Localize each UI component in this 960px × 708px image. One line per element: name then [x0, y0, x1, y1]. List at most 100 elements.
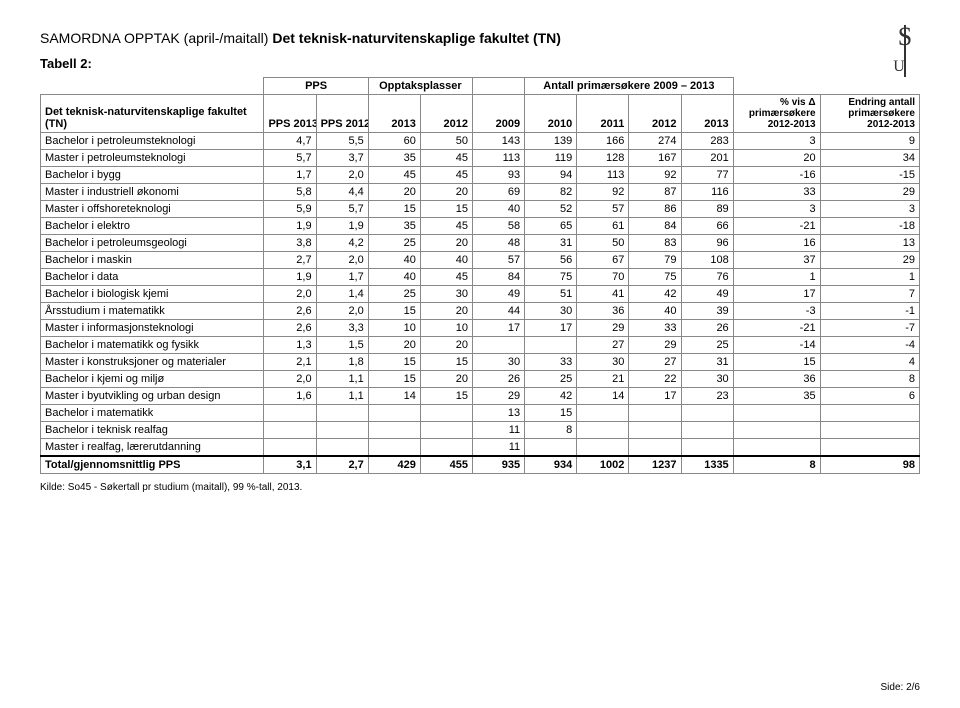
- cell: 94: [525, 167, 577, 184]
- row-label: Master i industriell økonomi: [41, 184, 264, 201]
- cell: 1,5: [316, 337, 368, 354]
- cell: 42: [629, 286, 681, 303]
- cell: 2,0: [316, 303, 368, 320]
- cell: 15: [733, 354, 820, 371]
- page-number: Side: 2/6: [881, 682, 920, 693]
- cell: 50: [420, 133, 472, 150]
- cell: 25: [681, 337, 733, 354]
- group-opptak: Opptaksplasser: [368, 78, 472, 95]
- cell: 143: [473, 133, 525, 150]
- cell: [316, 439, 368, 457]
- footer-note: Kilde: So45 - Søkertall pr studium (mait…: [40, 482, 920, 493]
- cell: 60: [368, 133, 420, 150]
- cell: 4,2: [316, 235, 368, 252]
- cell: 20: [368, 184, 420, 201]
- cell: 50: [577, 235, 629, 252]
- total-cell: 1335: [681, 456, 733, 474]
- total-cell: 455: [420, 456, 472, 474]
- cell: 3,8: [264, 235, 316, 252]
- row-label: Bachelor i bygg: [41, 167, 264, 184]
- cell: 33: [525, 354, 577, 371]
- cell: 3: [733, 201, 820, 218]
- cell: -7: [820, 320, 919, 337]
- cell: 201: [681, 150, 733, 167]
- cell: 20: [420, 371, 472, 388]
- cell: [368, 405, 420, 422]
- cell: 70: [577, 269, 629, 286]
- cell: 75: [525, 269, 577, 286]
- cell: 1,1: [316, 371, 368, 388]
- cell: 56: [525, 252, 577, 269]
- cell: 66: [681, 218, 733, 235]
- cell: 23: [681, 388, 733, 405]
- table-row: Master i petroleumsteknologi5,73,7354511…: [41, 150, 920, 167]
- cell: 5,7: [316, 201, 368, 218]
- cell: -21: [733, 320, 820, 337]
- cell: [681, 439, 733, 457]
- cell: [368, 422, 420, 439]
- table-row: Bachelor i biologisk kjemi2,01,425304951…: [41, 286, 920, 303]
- cell: 139: [525, 133, 577, 150]
- row-label: Bachelor i kjemi og miljø: [41, 371, 264, 388]
- total-cell: 3,1: [264, 456, 316, 474]
- total-row: Total/gjennomsnittlig PPS3,12,7429455935…: [41, 456, 920, 474]
- cell: 15: [368, 371, 420, 388]
- table-row: Årsstudium i matematikk2,62,015204430364…: [41, 303, 920, 320]
- cell: 1,7: [316, 269, 368, 286]
- cell: [629, 405, 681, 422]
- cell: [681, 422, 733, 439]
- cell: 75: [629, 269, 681, 286]
- cell: 15: [420, 388, 472, 405]
- cell: 8: [525, 422, 577, 439]
- group-antall: Antall primærsøkere 2009 – 2013: [525, 78, 734, 95]
- cell: -1: [820, 303, 919, 320]
- cell: [577, 439, 629, 457]
- cell: 51: [525, 286, 577, 303]
- cell: 67: [577, 252, 629, 269]
- cell: 26: [681, 320, 733, 337]
- cell: [264, 405, 316, 422]
- cell: 2,6: [264, 320, 316, 337]
- title-bold: Det teknisk-naturvitenskaplige fakultet …: [272, 30, 561, 46]
- cell: 17: [629, 388, 681, 405]
- cell: 20: [420, 303, 472, 320]
- page-title: SAMORDNA OPPTAK (april-/maitall) Det tek…: [40, 30, 920, 46]
- table-row: Bachelor i matematikk og fysikk1,31,5202…: [41, 337, 920, 354]
- cell: 82: [525, 184, 577, 201]
- column-header: 2011: [577, 95, 629, 133]
- cell: 69: [473, 184, 525, 201]
- column-header: PPS 2012: [316, 95, 368, 133]
- row-label: Bachelor i teknisk realfag: [41, 422, 264, 439]
- cell: 40: [368, 269, 420, 286]
- column-header: 2010: [525, 95, 577, 133]
- cell: 128: [577, 150, 629, 167]
- row-label: Bachelor i petroleumsgeologi: [41, 235, 264, 252]
- column-header: PPS 2013: [264, 95, 316, 133]
- group-pps: PPS: [264, 78, 368, 95]
- cell: [525, 337, 577, 354]
- cell: 13: [473, 405, 525, 422]
- cell: 45: [420, 269, 472, 286]
- cell: 1,9: [316, 218, 368, 235]
- cell: 57: [577, 201, 629, 218]
- cell: 29: [577, 320, 629, 337]
- logo: S U: [885, 25, 925, 80]
- column-header: % vis Δ primærsøkere 2012-2013: [733, 95, 820, 133]
- cell: 25: [368, 235, 420, 252]
- cell: 11: [473, 439, 525, 457]
- cell: 45: [420, 167, 472, 184]
- cell: 3,7: [316, 150, 368, 167]
- row-label: Master i petroleumsteknologi: [41, 150, 264, 167]
- cell: [316, 422, 368, 439]
- cell: 4,7: [264, 133, 316, 150]
- cell: 29: [473, 388, 525, 405]
- table-row: Bachelor i petroleumsteknologi4,75,56050…: [41, 133, 920, 150]
- table-row: Bachelor i elektro1,91,935455865618466-2…: [41, 218, 920, 235]
- total-cell: 934: [525, 456, 577, 474]
- cell: 108: [681, 252, 733, 269]
- cell: 49: [681, 286, 733, 303]
- table-row: Bachelor i petroleumsgeologi3,84,2252048…: [41, 235, 920, 252]
- cell: 5,5: [316, 133, 368, 150]
- cell: 113: [577, 167, 629, 184]
- cell: [629, 439, 681, 457]
